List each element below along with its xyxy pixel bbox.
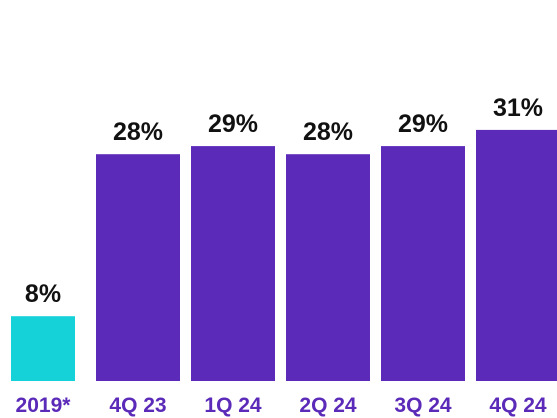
- x-tick-label: 4Q 24: [489, 394, 547, 417]
- x-tick-label: 3Q 24: [394, 394, 452, 417]
- value-label: 29%: [208, 110, 258, 138]
- bar: [191, 146, 275, 381]
- value-label: 29%: [398, 110, 448, 138]
- value-label: 31%: [493, 94, 543, 122]
- value-label: 28%: [113, 118, 163, 146]
- x-tick-label: 4Q 23: [109, 394, 166, 417]
- x-tick-label: 2Q 24: [299, 394, 357, 417]
- x-tick-label: 1Q 24: [204, 394, 262, 417]
- bar: [11, 316, 75, 381]
- value-label: 8%: [25, 280, 61, 308]
- bar: [96, 154, 180, 381]
- bar: [381, 146, 465, 381]
- value-label: 28%: [303, 118, 353, 146]
- bar: [286, 154, 370, 381]
- bar: [476, 129, 557, 381]
- x-tick-label: 2019*: [16, 394, 72, 417]
